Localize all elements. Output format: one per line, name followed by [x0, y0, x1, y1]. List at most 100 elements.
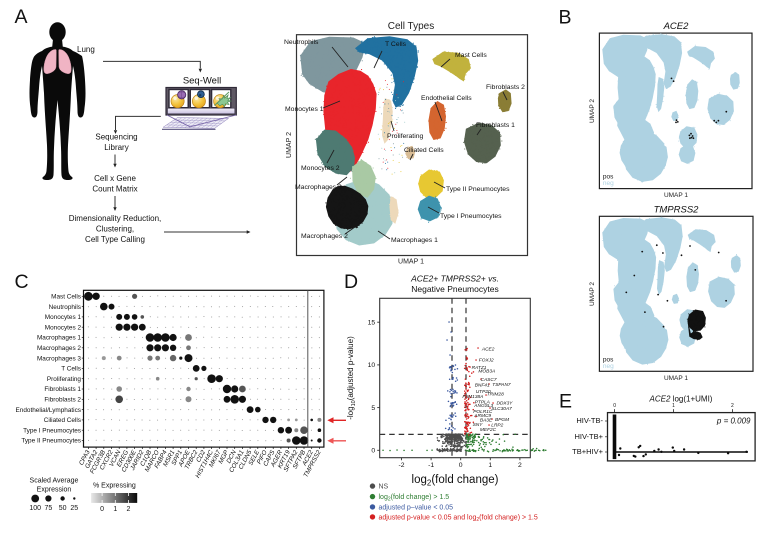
svg-text:Macrophages 3: Macrophages 3: [295, 184, 342, 191]
svg-text:pos: pos: [603, 356, 614, 363]
svg-text:Dimensionality Reduction,: Dimensionality Reduction,: [69, 214, 162, 223]
svg-text:UTP20: UTP20: [476, 389, 491, 395]
svg-text:POLR1C: POLR1C: [473, 409, 493, 415]
svg-text:p = 0.009: p = 0.009: [716, 417, 751, 426]
svg-text:-1: -1: [428, 462, 434, 469]
svg-text:Proliferating: Proliferating: [47, 376, 82, 383]
svg-text:Cell Types: Cell Types: [388, 21, 435, 32]
svg-text:E: E: [559, 391, 572, 413]
svg-text:0: 0: [459, 462, 463, 469]
svg-text:ARMC9: ARMC9: [473, 413, 491, 419]
svg-text:ACE2: ACE2: [481, 347, 495, 353]
svg-text:1: 1: [672, 403, 675, 409]
svg-text:HIV-TB+: HIV-TB+: [574, 432, 603, 441]
svg-text:2: 2: [731, 403, 734, 409]
svg-text:100: 100: [29, 505, 41, 512]
svg-text:C: C: [15, 271, 29, 293]
svg-text:UMAP 2: UMAP 2: [589, 99, 596, 123]
svg-text:Ciliated Cells: Ciliated Cells: [404, 147, 444, 154]
svg-text:Macrophages 1: Macrophages 1: [391, 237, 438, 244]
svg-text:ACE2: ACE2: [663, 21, 690, 32]
svg-text:75: 75: [45, 505, 53, 512]
svg-text:Type II Pneumocytes: Type II Pneumocytes: [446, 186, 510, 193]
svg-text:Mast Cells: Mast Cells: [455, 52, 487, 59]
svg-text:PTPLA: PTPLA: [475, 400, 490, 406]
svg-text:Scaled Average: Scaled Average: [30, 478, 79, 485]
svg-text:Macrophages 2: Macrophages 2: [301, 233, 348, 240]
svg-text:15: 15: [368, 320, 376, 327]
svg-text:UMAP 1: UMAP 1: [664, 375, 688, 382]
svg-text:neg: neg: [603, 180, 614, 187]
svg-text:Fibroblasts 1: Fibroblasts 1: [476, 122, 515, 129]
svg-text:MEF2C: MEF2C: [480, 427, 497, 433]
svg-text:Type I Pneumocytes: Type I Pneumocytes: [23, 427, 81, 434]
svg-text:0: 0: [371, 448, 375, 455]
svg-text:% Expressing: % Expressing: [93, 483, 136, 490]
svg-text:Seq-Well: Seq-Well: [183, 76, 221, 87]
svg-text:Macrophages 1: Macrophages 1: [37, 335, 81, 342]
svg-text:HIV-TB-: HIV-TB-: [576, 416, 603, 425]
svg-text:1: 1: [488, 462, 492, 469]
svg-text:NS: NS: [379, 484, 389, 491]
svg-text:Expression: Expression: [37, 487, 72, 494]
svg-text:A: A: [15, 6, 28, 28]
svg-text:adjusted p-value < 0.05 and lo: adjusted p-value < 0.05 and log2(fold ch…: [379, 514, 538, 523]
svg-text:0: 0: [613, 403, 616, 409]
svg-text:ACE2+ TMPRSS2+ vs.: ACE2+ TMPRSS2+ vs.: [410, 274, 499, 284]
svg-text:RATZ1: RATZ1: [472, 365, 487, 371]
svg-text:pos: pos: [603, 174, 614, 181]
svg-text:SNY: SNY: [473, 422, 484, 428]
svg-text:Macrophages 3: Macrophages 3: [37, 355, 81, 362]
svg-text:Type I Pneumocytes: Type I Pneumocytes: [440, 213, 502, 220]
svg-text:Monocytes 1: Monocytes 1: [285, 106, 324, 113]
svg-text:Fibroblasts 2: Fibroblasts 2: [486, 84, 525, 91]
svg-text:25: 25: [70, 505, 78, 512]
svg-text:Sequencing: Sequencing: [95, 133, 137, 142]
svg-text:Lung: Lung: [77, 45, 95, 54]
svg-text:TMPRSS2: TMPRSS2: [654, 205, 700, 216]
svg-text:log2(fold change): log2(fold change): [412, 474, 499, 488]
svg-text:Mast Cells: Mast Cells: [51, 294, 81, 301]
svg-text:-log10(adjusted p-value): -log10(adjusted p-value): [346, 336, 357, 420]
svg-text:5: 5: [371, 405, 375, 412]
svg-text:1: 1: [113, 506, 117, 513]
svg-text:Monocytes 2: Monocytes 2: [45, 324, 82, 331]
svg-text:TB+HIV+: TB+HIV+: [572, 447, 603, 456]
svg-text:Monocytes 1: Monocytes 1: [45, 314, 82, 321]
svg-text:Cell Type Calling: Cell Type Calling: [85, 235, 145, 244]
svg-text:Proliferating: Proliferating: [387, 133, 423, 140]
svg-text:BPGM: BPGM: [495, 417, 509, 423]
svg-text:2: 2: [126, 506, 130, 513]
svg-text:Count Matrix: Count Matrix: [92, 185, 137, 194]
svg-text:DDX3Y: DDX3Y: [497, 401, 514, 407]
svg-text:T Cells: T Cells: [61, 366, 81, 373]
svg-text:adjusted p–value < 0.05: adjusted p–value < 0.05: [379, 504, 454, 511]
svg-text:MOB3A: MOB3A: [478, 369, 495, 375]
svg-text:BNF41: BNF41: [475, 383, 490, 389]
svg-text:Library: Library: [104, 143, 128, 152]
svg-text:UMAP 1: UMAP 1: [664, 192, 688, 199]
svg-text:0: 0: [100, 506, 104, 513]
svg-text:B: B: [559, 6, 572, 28]
svg-text:Endothelial Cells: Endothelial Cells: [421, 95, 472, 102]
svg-text:UMAP 2: UMAP 2: [589, 282, 596, 306]
svg-text:FAM138A: FAM138A: [462, 394, 483, 400]
svg-text:Fibroblasts 2: Fibroblasts 2: [44, 397, 81, 404]
svg-text:SLC30A7: SLC30A7: [491, 406, 512, 412]
svg-text:T Cells: T Cells: [385, 41, 407, 48]
svg-text:UMAP 2: UMAP 2: [286, 132, 293, 158]
svg-text:Monocytes 2: Monocytes 2: [301, 165, 340, 172]
svg-text:Neutrophils: Neutrophils: [284, 39, 319, 46]
svg-text:UMAP 1: UMAP 1: [398, 259, 424, 266]
svg-text:Neutrophils: Neutrophils: [49, 304, 81, 311]
svg-text:TRIM28: TRIM28: [487, 392, 504, 398]
svg-text:Negative Pneumocytes: Negative Pneumocytes: [411, 284, 498, 294]
svg-text:50: 50: [59, 505, 67, 512]
svg-text:10: 10: [368, 362, 376, 369]
svg-text:LRP2: LRP2: [491, 423, 503, 429]
svg-text:Cell x Gene: Cell x Gene: [94, 174, 136, 183]
svg-text:TSPAN7: TSPAN7: [492, 382, 511, 388]
svg-text:Type II Pneumocytes: Type II Pneumocytes: [21, 438, 81, 445]
svg-text:Macrophages 2: Macrophages 2: [37, 345, 81, 352]
svg-text:Clustering,: Clustering,: [96, 225, 134, 234]
